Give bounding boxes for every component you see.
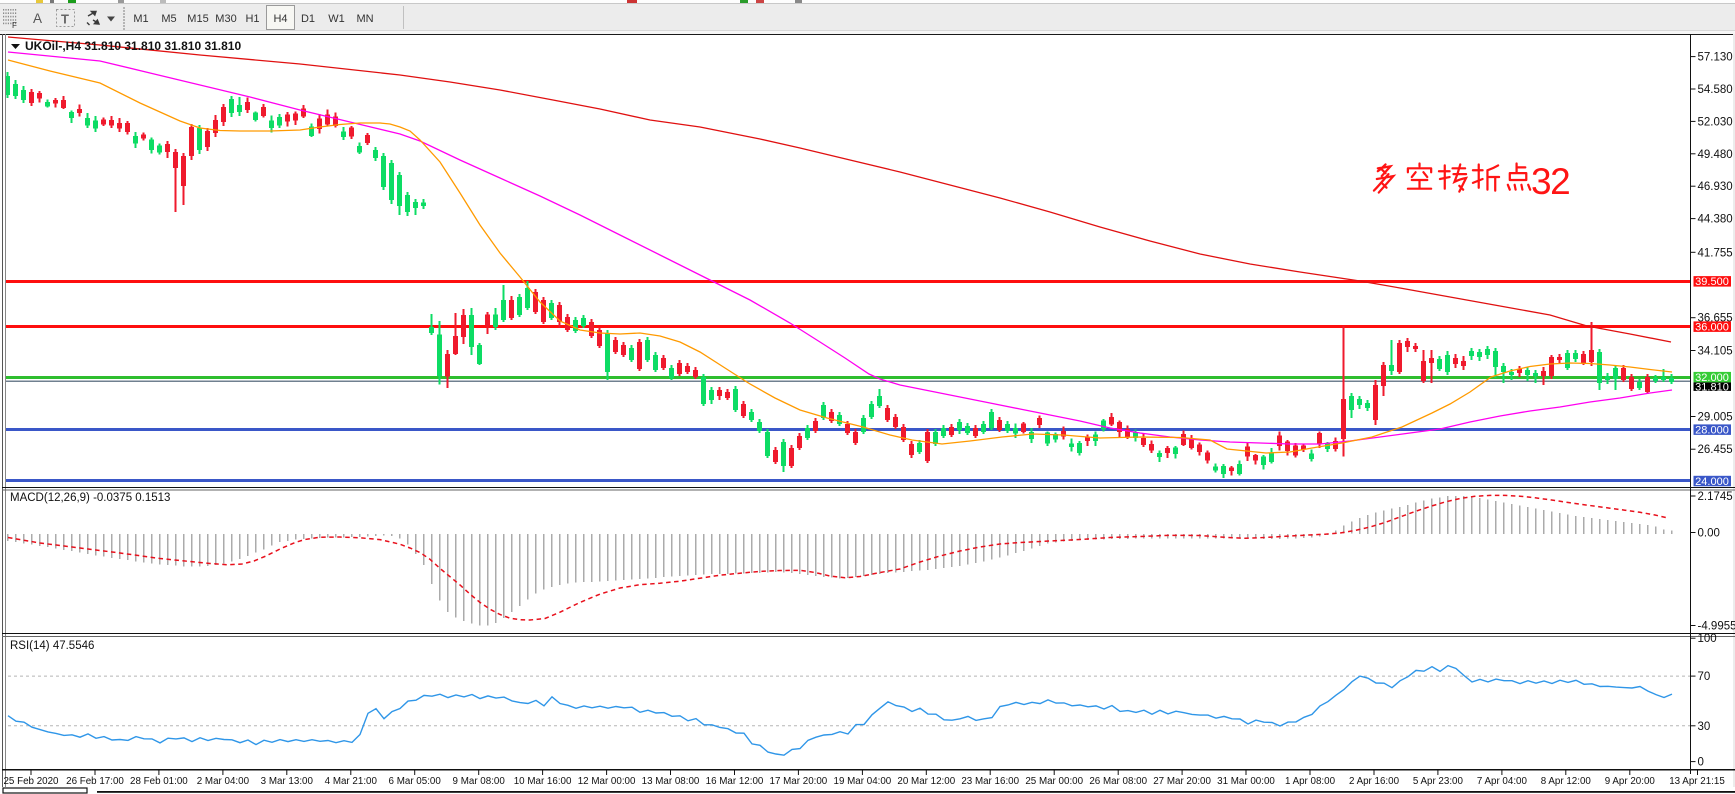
svg-text:UKOil-,H4 31.810 31.810 31.81: UKOil-,H4 31.810 31.810 31.810 31.810 <box>25 39 241 53</box>
svg-text:31 Mar 00:00: 31 Mar 00:00 <box>1217 776 1275 787</box>
svg-text:2 Mar 04:00: 2 Mar 04:00 <box>197 776 250 787</box>
svg-text:5 Apr 23:00: 5 Apr 23:00 <box>1413 776 1464 787</box>
svg-text:M1: M1 <box>133 13 148 25</box>
svg-text:25 Feb 2020: 25 Feb 2020 <box>3 776 59 787</box>
svg-text:1 Apr 08:00: 1 Apr 08:00 <box>1285 776 1336 787</box>
svg-text:13 Apr 21:15: 13 Apr 21:15 <box>1669 776 1725 787</box>
svg-text:7 Apr 04:00: 7 Apr 04:00 <box>1477 776 1528 787</box>
svg-text:M5: M5 <box>161 13 176 25</box>
svg-text:49.480: 49.480 <box>1698 149 1733 161</box>
svg-text:RSI(14) 47.5546: RSI(14) 47.5546 <box>10 640 94 652</box>
svg-text:54.580: 54.580 <box>1698 84 1733 96</box>
svg-text:M15: M15 <box>187 13 208 25</box>
svg-text:2.1745: 2.1745 <box>1698 491 1733 503</box>
svg-text:39.500: 39.500 <box>1695 276 1729 288</box>
svg-text:100: 100 <box>1698 633 1717 645</box>
svg-text:16 Mar 12:00: 16 Mar 12:00 <box>706 776 764 787</box>
svg-text:3 Mar 13:00: 3 Mar 13:00 <box>261 776 314 787</box>
svg-text:31.810: 31.810 <box>1695 382 1729 394</box>
svg-text:12 Mar 00:00: 12 Mar 00:00 <box>578 776 636 787</box>
svg-text:9 Mar 08:00: 9 Mar 08:00 <box>453 776 506 787</box>
svg-text:H1: H1 <box>245 13 259 25</box>
svg-text:4 Mar 21:00: 4 Mar 21:00 <box>325 776 378 787</box>
svg-text:34.105: 34.105 <box>1698 346 1733 358</box>
svg-text:-4.9955: -4.9955 <box>1698 621 1735 633</box>
svg-text:MACD(12,26,9) -0.0375 0.1513: MACD(12,26,9) -0.0375 0.1513 <box>10 492 170 504</box>
svg-text:M30: M30 <box>215 13 236 25</box>
svg-text:36.000: 36.000 <box>1695 322 1729 334</box>
svg-text:T: T <box>61 12 69 27</box>
svg-text:44.380: 44.380 <box>1698 214 1733 226</box>
svg-text:F: F <box>12 21 17 30</box>
svg-text:13 Mar 08:00: 13 Mar 08:00 <box>642 776 700 787</box>
svg-text:57.130: 57.130 <box>1698 52 1733 64</box>
svg-text:0: 0 <box>1698 757 1704 769</box>
svg-text:25 Mar 00:00: 25 Mar 00:00 <box>1025 776 1083 787</box>
svg-text:2 Apr 16:00: 2 Apr 16:00 <box>1349 776 1400 787</box>
svg-text:W1: W1 <box>328 13 345 25</box>
svg-text:0.00: 0.00 <box>1698 528 1720 540</box>
svg-text:26 Mar 08:00: 26 Mar 08:00 <box>1089 776 1147 787</box>
svg-text:30: 30 <box>1698 721 1711 733</box>
svg-text:9 Apr 20:00: 9 Apr 20:00 <box>1605 776 1656 787</box>
svg-text:6 Mar 05:00: 6 Mar 05:00 <box>389 776 442 787</box>
svg-text:24.000: 24.000 <box>1695 476 1729 488</box>
svg-text:52.030: 52.030 <box>1698 116 1733 128</box>
svg-text:D1: D1 <box>301 13 315 25</box>
svg-text:32.000: 32.000 <box>1695 372 1729 384</box>
svg-text:46.930: 46.930 <box>1698 181 1733 193</box>
svg-text:17 Mar 20:00: 17 Mar 20:00 <box>770 776 828 787</box>
svg-text:29.005: 29.005 <box>1698 412 1733 424</box>
svg-text:70: 70 <box>1698 671 1711 683</box>
svg-text:20 Mar 12:00: 20 Mar 12:00 <box>897 776 955 787</box>
svg-text:32: 32 <box>1531 161 1569 202</box>
svg-text:41.755: 41.755 <box>1698 247 1733 259</box>
svg-text:10 Mar 16:00: 10 Mar 16:00 <box>514 776 572 787</box>
svg-text:23 Mar 16:00: 23 Mar 16:00 <box>961 776 1019 787</box>
svg-text:MN: MN <box>356 13 373 25</box>
svg-text:27 Mar 20:00: 27 Mar 20:00 <box>1153 776 1211 787</box>
svg-text:28 Feb 01:00: 28 Feb 01:00 <box>130 776 188 787</box>
svg-text:19 Mar 04:00: 19 Mar 04:00 <box>834 776 892 787</box>
svg-text:H4: H4 <box>273 13 287 25</box>
svg-text:28.000: 28.000 <box>1695 425 1729 437</box>
svg-text:26 Feb 17:00: 26 Feb 17:00 <box>66 776 124 787</box>
svg-text:8 Apr 12:00: 8 Apr 12:00 <box>1541 776 1592 787</box>
svg-text:26.455: 26.455 <box>1698 444 1733 456</box>
svg-text:A: A <box>33 11 42 26</box>
